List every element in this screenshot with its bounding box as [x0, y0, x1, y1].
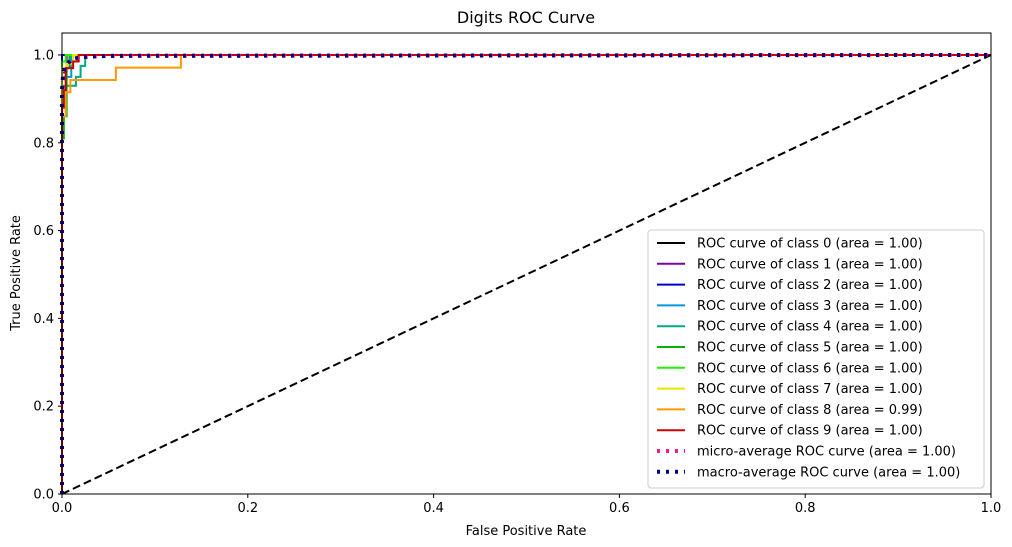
- legend-box: [647, 229, 985, 489]
- x-axis-label: False Positive Rate: [466, 524, 587, 539]
- legend-label: ROC curve of class 2 (area = 1.00): [697, 278, 923, 293]
- legend-label: ROC curve of class 1 (area = 1.00): [697, 257, 923, 272]
- plot-frame: [61, 32, 992, 495]
- legend-label: ROC curve of class 3 (area = 1.00): [697, 299, 923, 314]
- chart-title: Digits ROC Curve: [457, 8, 595, 27]
- y-tick-label: 0.2: [33, 400, 54, 415]
- x-tick-label: 0.6: [609, 501, 630, 516]
- legend: ROC curve of class 0 (area = 1.00) ROC cu…: [647, 229, 985, 489]
- x-tick-label: 0.8: [795, 501, 816, 516]
- legend-label: ROC curve of class 9 (area = 1.00): [697, 424, 923, 439]
- y-tick-label: 0.8: [33, 136, 54, 151]
- legend-label: ROC curve of class 4 (area = 1.00): [697, 320, 923, 335]
- y-tick-label: 0.0: [33, 488, 54, 503]
- legend-label: ROC curve of class 7 (area = 1.00): [697, 382, 923, 397]
- roc-series-8: [61, 53, 991, 494]
- x-tick-label: 0.0: [52, 501, 73, 516]
- axis-ticks: 0.0 0.2 0.4 0.6 0.8 1.0 0.0 0.2 0.4 0.6 0.8 1.0: [33, 48, 1001, 516]
- x-tick-label: 1.0: [981, 501, 1002, 516]
- y-tick-label: 0.4: [33, 312, 54, 327]
- y-tick-label: 1.0: [33, 48, 54, 63]
- x-tick-label: 0.2: [237, 501, 258, 516]
- legend-label: ROC curve of class 6 (area = 1.00): [697, 361, 923, 376]
- x-tick-label: 0.4: [423, 501, 444, 516]
- y-tick-label: 0.6: [33, 224, 54, 239]
- chance-diagonal-line: [61, 54, 992, 495]
- legend-label: macro-average ROC curve (area = 1.00): [697, 465, 960, 480]
- y-axis-label: True Positive Rate: [9, 215, 24, 332]
- legend-label: ROC curve of class 5 (area = 1.00): [697, 341, 923, 356]
- legend-label: micro-average ROC curve (area = 1.00): [697, 445, 956, 460]
- legend-label: ROC curve of class 0 (area = 1.00): [697, 237, 923, 252]
- legend-label: ROC curve of class 8 (area = 0.99): [697, 403, 923, 418]
